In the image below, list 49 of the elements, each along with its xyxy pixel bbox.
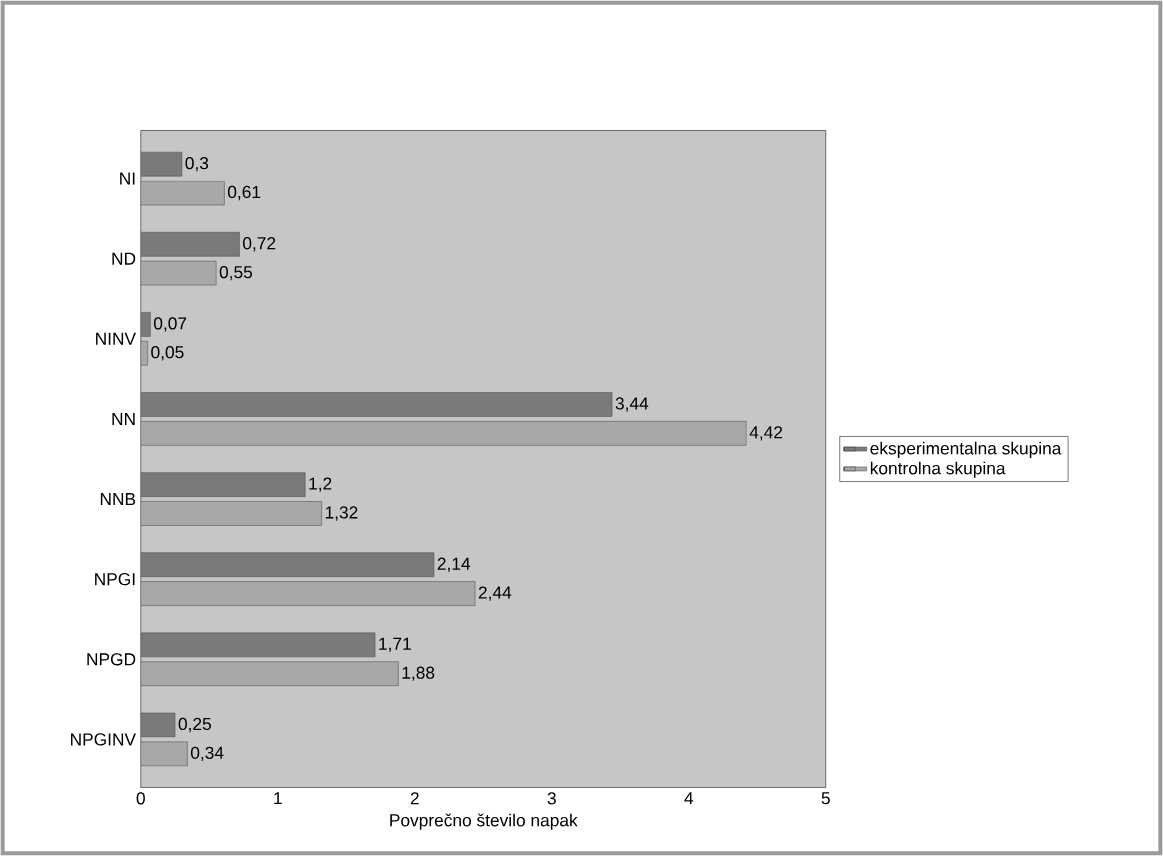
bar [140, 151, 183, 177]
data-label: 1,71 [379, 637, 411, 652]
y-tick-label: NINV [96, 332, 136, 345]
x-tick-label: 2 [410, 792, 419, 805]
bar [140, 421, 747, 446]
bar [140, 581, 476, 606]
x-tick-label: 1 [274, 792, 282, 805]
bar [140, 392, 613, 417]
y-tick-label: NPGINV [71, 733, 136, 746]
data-label: 4,42 [749, 426, 783, 441]
bar [140, 552, 435, 578]
bar [140, 312, 151, 337]
y-tick-label: ND [112, 252, 136, 265]
y-tick-label: NPGD [87, 653, 136, 666]
y-tick-label: NPGI [95, 573, 135, 586]
data-label: 2,14 [437, 557, 471, 572]
bar [140, 232, 240, 257]
bar [140, 661, 399, 686]
bar [140, 180, 225, 206]
data-label: 1,2 [309, 477, 332, 492]
bar [140, 340, 148, 366]
bar [140, 741, 188, 767]
data-label: 0,34 [190, 746, 224, 761]
data-label: 0,55 [219, 265, 253, 281]
x-tick-label: 4 [684, 792, 694, 805]
bar [140, 260, 217, 286]
y-tick-label: NN [112, 412, 135, 425]
x-axis-title: Povprečno število napak [390, 813, 578, 830]
data-label: 3,44 [615, 397, 649, 412]
data-label: 0,05 [151, 346, 184, 361]
legend-label: kontrolna skupina [870, 461, 1006, 478]
bar [140, 501, 322, 526]
x-tick-label: 5 [821, 792, 830, 805]
bar [140, 472, 306, 497]
bar [140, 712, 176, 738]
data-label: 0,61 [227, 185, 261, 201]
y-tick-label: NI [120, 172, 135, 185]
data-label: 0,07 [153, 317, 187, 332]
x-tick-label: 0 [136, 792, 145, 805]
data-label: 0,25 [178, 717, 211, 733]
data-label: 0,72 [243, 237, 276, 252]
bar [140, 632, 376, 658]
data-label: 2,44 [478, 586, 512, 601]
data-label: 0,3 [185, 156, 209, 172]
y-tick-label: NNB [100, 493, 136, 506]
data-label: 1,32 [325, 506, 358, 521]
x-tick-label: 3 [547, 792, 556, 805]
legend-label: eksperimentalna skupina [870, 441, 1062, 458]
data-label: 1,88 [402, 666, 435, 681]
